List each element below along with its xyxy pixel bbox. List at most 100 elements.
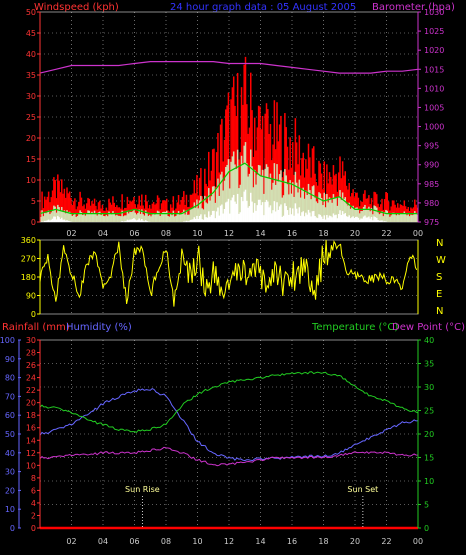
wind-max-bar	[231, 87, 234, 222]
wind-avg-bar	[46, 212, 49, 222]
wind-max-bar	[156, 195, 159, 222]
wind-max-bar	[356, 192, 358, 222]
wind-min-bar	[214, 218, 217, 222]
wind-min-bar	[356, 216, 358, 222]
wind-avg-bar	[268, 177, 270, 222]
wind-min-bar	[183, 221, 185, 222]
wind-max-bar	[269, 123, 272, 222]
wind-min-bar	[187, 221, 189, 222]
wind-avg-bar	[78, 214, 80, 222]
wind-avg-bar	[356, 207, 358, 222]
wind-max-bar	[145, 194, 147, 222]
wind-max-bar	[200, 168, 202, 222]
wind-max-bar	[311, 148, 314, 222]
wind-min-bar	[242, 201, 244, 222]
wind-avg-bar	[76, 215, 79, 222]
wind-avg-bar	[303, 198, 306, 222]
wind-min-bar	[313, 211, 315, 222]
wind-min-bar	[378, 220, 381, 222]
wind-max-bar	[105, 207, 108, 222]
wind-panel-axes: 0510152025303540455097598098599099510001…	[26, 8, 445, 227]
wind-avg-bar	[235, 168, 238, 222]
wind-avg-bar	[193, 202, 196, 222]
wind-min-bar	[198, 216, 201, 222]
wind-max-bar	[158, 197, 160, 222]
wind-avg-bar	[353, 209, 356, 222]
wind-avg-bar	[41, 210, 43, 222]
time-tick-label: 10	[192, 229, 202, 238]
wind-min-bar	[193, 217, 196, 222]
wind-min-bar	[293, 215, 295, 222]
humidity-line	[39, 388, 419, 462]
wind-avg-bar	[310, 199, 312, 222]
time-tick-label: 22	[381, 229, 391, 238]
wind-min-bar	[372, 220, 374, 222]
wind-min-bar	[314, 215, 316, 222]
wind-avg-bar	[93, 210, 96, 222]
wind-avg-bar	[142, 214, 144, 222]
baro-y-tick-label: 975	[424, 218, 439, 227]
rain-y-tick-label: 14	[26, 436, 36, 445]
wind-min-bar	[240, 197, 243, 222]
wind-avg-bar	[265, 164, 268, 222]
wind-avg-bar	[257, 164, 260, 222]
wind-min-bar	[230, 200, 232, 222]
wind-avg-bar	[227, 159, 230, 222]
wind-min-bar	[146, 221, 148, 222]
wind-avg-bar	[145, 210, 147, 222]
wind-avg-bar	[88, 210, 91, 222]
wind-max-bar	[414, 199, 416, 222]
wind-min-bar	[341, 211, 344, 222]
wind-min-bar	[369, 218, 371, 222]
wind-avg-bar	[278, 174, 281, 222]
wind-max-bar	[163, 200, 165, 222]
wind-min-bar	[67, 220, 70, 222]
wind-avg-bar	[175, 215, 177, 222]
wind-min-bar	[252, 212, 255, 222]
wind-min-bar	[137, 219, 139, 222]
wind-max-bar	[355, 192, 357, 222]
wind-max-bar	[160, 203, 163, 222]
wind-min-bar	[361, 218, 364, 222]
wind-avg-bar	[53, 205, 55, 222]
wind-avg-bar	[148, 214, 151, 222]
wind-max-bar	[143, 208, 146, 222]
wind-min-bar	[53, 216, 55, 222]
wind-avg-bar	[252, 187, 255, 222]
wind-max-bar	[284, 113, 286, 222]
wind-avg-bar	[284, 169, 286, 222]
wind-max-bar	[381, 198, 383, 222]
baro-y-tick-label: 1020	[424, 46, 444, 55]
wind-avg-bar	[299, 197, 302, 222]
wind-avg-bar	[289, 180, 291, 222]
wind-avg-bar	[247, 176, 249, 222]
wind-avg-bar	[105, 214, 108, 222]
barometer-label: Barometer (hpa)	[372, 2, 455, 13]
wind-max-bar	[118, 207, 121, 222]
wind-min-bar	[362, 216, 365, 222]
wind-avg-bar	[197, 208, 200, 222]
wind-max-bar	[120, 208, 122, 222]
wind-avg-bar	[277, 181, 280, 222]
wind-min-bar	[247, 207, 249, 222]
wind-avg-bar	[332, 194, 335, 222]
wind-max-bar	[87, 197, 89, 222]
time-tick-label: 10	[192, 537, 202, 546]
wind-max-bar	[106, 210, 109, 222]
wind-avg-bar	[361, 210, 364, 222]
wind-min-bar	[377, 219, 379, 222]
wind-min-bar	[276, 202, 278, 222]
wind-min-bar	[347, 216, 349, 222]
wind-min-bar	[340, 214, 343, 222]
wind-avg-bar	[219, 174, 222, 222]
wind-min-bar	[133, 218, 135, 222]
wind-avg-bar	[273, 163, 276, 222]
direction-line	[39, 239, 418, 307]
wind-max-bar	[194, 193, 197, 222]
wind-min-bar	[343, 214, 345, 222]
wind-avg-bar	[61, 206, 63, 222]
wind-avg-bar	[84, 215, 87, 222]
wind-min-bar	[274, 211, 277, 222]
wind-avg-bar	[360, 210, 362, 222]
wind-min-bar	[281, 216, 284, 222]
